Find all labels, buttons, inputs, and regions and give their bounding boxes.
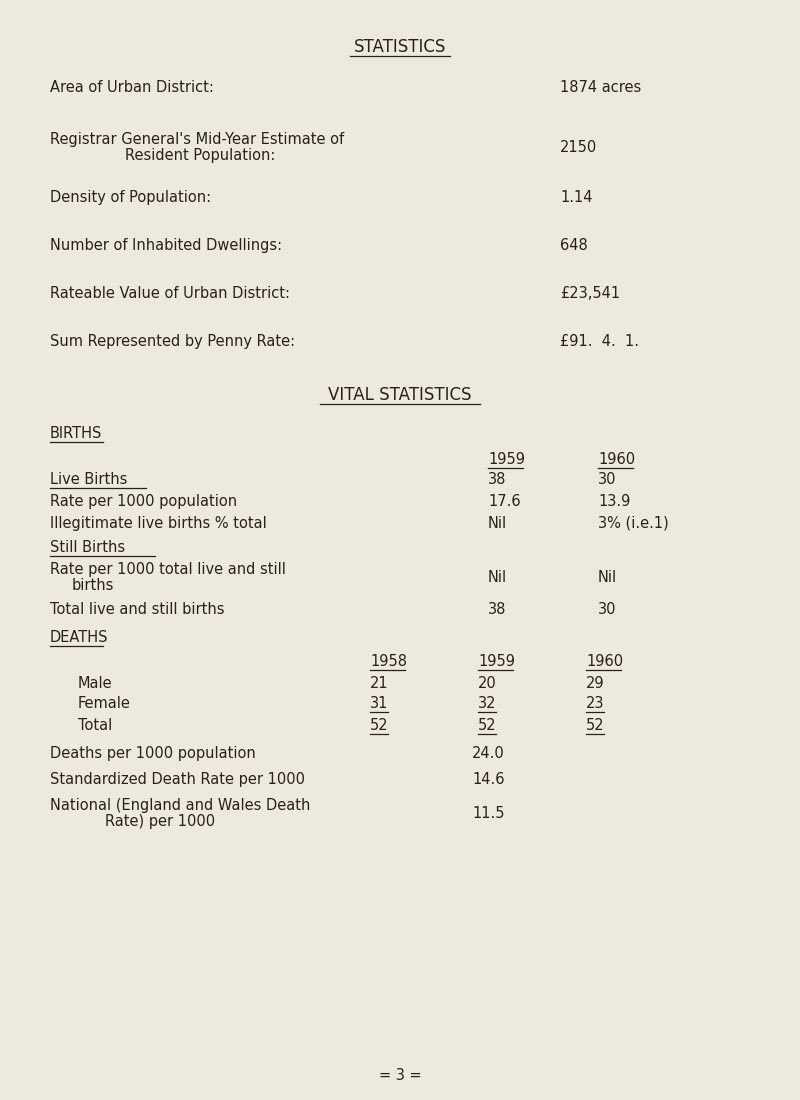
Text: 30: 30 <box>598 472 617 487</box>
Text: Resident Population:: Resident Population: <box>125 148 275 163</box>
Text: 20: 20 <box>478 676 497 691</box>
Text: 24.0: 24.0 <box>472 746 505 761</box>
Text: Density of Population:: Density of Population: <box>50 190 211 205</box>
Text: Rate) per 1000: Rate) per 1000 <box>105 814 215 829</box>
Text: Rate per 1000 population: Rate per 1000 population <box>50 494 237 509</box>
Text: 3% (i.e.1): 3% (i.e.1) <box>598 516 669 531</box>
Text: 52: 52 <box>478 718 497 733</box>
Text: births: births <box>72 578 114 593</box>
Text: Sum Represented by Penny Rate:: Sum Represented by Penny Rate: <box>50 334 295 349</box>
Text: Total live and still births: Total live and still births <box>50 602 225 617</box>
Text: 32: 32 <box>478 696 497 711</box>
Text: 31: 31 <box>370 696 388 711</box>
Text: 2150: 2150 <box>560 140 598 155</box>
Text: £23,541: £23,541 <box>560 286 620 301</box>
Text: 17.6: 17.6 <box>488 494 521 509</box>
Text: 648: 648 <box>560 238 588 253</box>
Text: = 3 =: = 3 = <box>378 1068 422 1084</box>
Text: DEATHS: DEATHS <box>50 630 109 645</box>
Text: 1959: 1959 <box>478 654 515 669</box>
Text: 29: 29 <box>586 676 605 691</box>
Text: 52: 52 <box>586 718 605 733</box>
Text: 21: 21 <box>370 676 389 691</box>
Text: 13.9: 13.9 <box>598 494 630 509</box>
Text: Nil: Nil <box>488 516 507 531</box>
Text: 30: 30 <box>598 602 617 617</box>
Text: Nil: Nil <box>598 570 617 585</box>
Text: Registrar General's Mid-Year Estimate of: Registrar General's Mid-Year Estimate of <box>50 132 344 147</box>
Text: 1959: 1959 <box>488 452 525 468</box>
Text: 1.14: 1.14 <box>560 190 593 205</box>
Text: Still Births: Still Births <box>50 540 125 556</box>
Text: 11.5: 11.5 <box>472 806 505 821</box>
Text: Standardized Death Rate per 1000: Standardized Death Rate per 1000 <box>50 772 305 786</box>
Text: 38: 38 <box>488 602 506 617</box>
Text: 38: 38 <box>488 472 506 487</box>
Text: VITAL STATISTICS: VITAL STATISTICS <box>328 386 472 404</box>
Text: Male: Male <box>78 676 113 691</box>
Text: 1960: 1960 <box>586 654 623 669</box>
Text: Deaths per 1000 population: Deaths per 1000 population <box>50 746 256 761</box>
Text: Rate per 1000 total live and still: Rate per 1000 total live and still <box>50 562 286 578</box>
Text: 52: 52 <box>370 718 389 733</box>
Text: £91.  4.  1.: £91. 4. 1. <box>560 334 639 349</box>
Text: 1958: 1958 <box>370 654 407 669</box>
Text: Illegitimate live births % total: Illegitimate live births % total <box>50 516 266 531</box>
Text: Number of Inhabited Dwellings:: Number of Inhabited Dwellings: <box>50 238 282 253</box>
Text: BIRTHS: BIRTHS <box>50 426 102 441</box>
Text: Nil: Nil <box>488 570 507 585</box>
Text: STATISTICS: STATISTICS <box>354 39 446 56</box>
Text: Live Births: Live Births <box>50 472 127 487</box>
Text: Area of Urban District:: Area of Urban District: <box>50 80 214 95</box>
Text: Rateable Value of Urban District:: Rateable Value of Urban District: <box>50 286 290 301</box>
Text: Total: Total <box>78 718 112 733</box>
Text: 1874 acres: 1874 acres <box>560 80 642 95</box>
Text: 14.6: 14.6 <box>472 772 505 786</box>
Text: 1960: 1960 <box>598 452 635 468</box>
Text: National (England and Wales Death: National (England and Wales Death <box>50 798 310 813</box>
Text: Female: Female <box>78 696 131 711</box>
Text: 23: 23 <box>586 696 605 711</box>
